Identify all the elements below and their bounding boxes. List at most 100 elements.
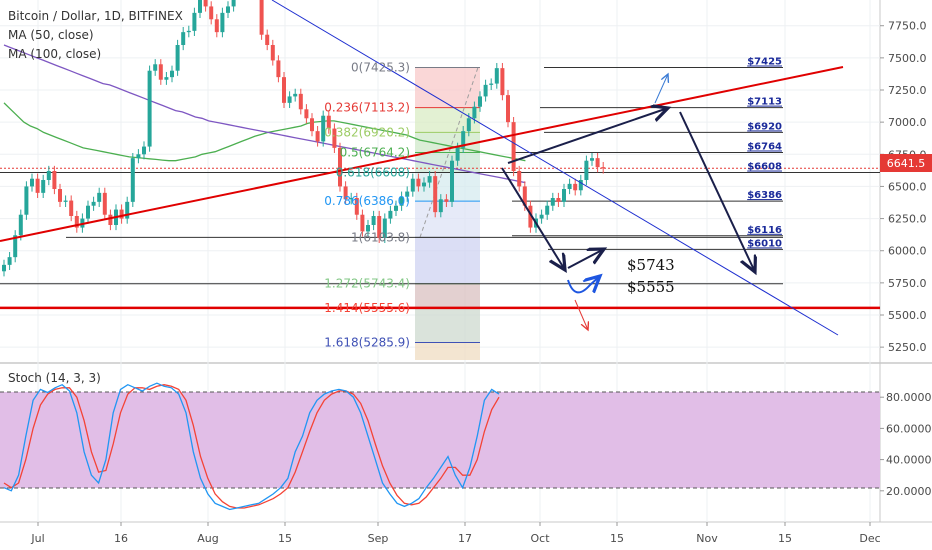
candle-body <box>46 171 51 180</box>
level-label: $7425 <box>747 57 782 68</box>
candle-body <box>287 96 292 103</box>
arrow-bounce-5743 <box>567 249 604 269</box>
time-tick-label: 15 <box>278 532 292 545</box>
candle-body <box>24 186 29 215</box>
horizontal-levels <box>0 67 880 310</box>
candle-body <box>489 83 494 85</box>
arrow-up-projection <box>507 108 668 164</box>
candle-body <box>349 198 354 200</box>
candle-body <box>41 180 46 193</box>
candle-body <box>399 196 404 206</box>
candle-body <box>209 6 214 20</box>
candle-body <box>310 118 314 132</box>
stoch-d-line <box>3 384 500 509</box>
candle-body <box>170 70 174 78</box>
fib-zone <box>415 172 480 202</box>
fib-label: 1(6103.8) <box>351 230 410 244</box>
price-tick-label: 6000.0 <box>888 245 927 258</box>
candle-body <box>455 147 460 161</box>
candle-body <box>18 214 23 236</box>
candle-body <box>539 214 544 219</box>
candle-body <box>2 264 6 272</box>
candle-body <box>388 210 393 219</box>
candle-body <box>562 189 566 202</box>
trendline-red-ascending <box>0 66 844 242</box>
candle-body <box>478 96 482 107</box>
stoch-tick-label: 20.0000 <box>886 485 932 498</box>
candle-body <box>601 167 606 169</box>
fib-label: 0.5(6764.2) <box>340 145 410 159</box>
candle-body <box>556 198 561 202</box>
candle-body <box>438 199 443 213</box>
candle-body <box>214 19 219 33</box>
candle-body <box>315 131 320 142</box>
candle-body <box>52 171 57 189</box>
candle-body <box>97 192 102 202</box>
candle-body <box>382 218 387 238</box>
candle-body <box>494 68 499 84</box>
fib-label: 0.618(6608) <box>336 166 410 180</box>
level-label: $6116 <box>747 225 782 236</box>
candle-body <box>158 64 163 80</box>
candle-body <box>119 209 124 219</box>
legend-stoch: Stoch (14, 3, 3) <box>8 371 101 385</box>
candle-body <box>7 257 12 265</box>
target-label-5743: $5743 <box>627 256 675 274</box>
price-tick-label: 6250.0 <box>888 213 927 226</box>
candle-body <box>293 93 298 97</box>
candle-body <box>136 154 141 159</box>
level-label: $6920 <box>747 121 782 132</box>
candle-body <box>186 30 191 33</box>
candle-body <box>567 183 572 189</box>
candle-body <box>30 178 34 187</box>
stoch-tick-label: 80.0000 <box>886 391 932 404</box>
fib-zone <box>415 307 480 343</box>
candle-body <box>500 68 505 96</box>
time-tick-label: Jul <box>30 532 44 545</box>
candlesticks <box>2 0 606 277</box>
fib-label: 0.786(6386.0) <box>324 194 410 208</box>
moving-averages <box>3 44 526 184</box>
arrow-bounce-5555 <box>567 276 600 294</box>
candle-body <box>220 12 225 33</box>
candle-body <box>360 214 365 232</box>
level-labels: $7425 $7113 $6920 $6764 $6608 $6386 $6116 $6010 <box>747 57 782 250</box>
fib-label: 1.414(5555.6) <box>324 301 410 315</box>
ma50-line <box>3 102 526 162</box>
time-tick-label: 15 <box>610 532 624 545</box>
candle-body <box>58 189 62 202</box>
candle-body <box>461 131 466 148</box>
candle-body <box>192 12 197 31</box>
stoch-band <box>0 392 880 488</box>
fib-zones <box>415 66 480 360</box>
candle-body <box>472 106 477 119</box>
candle-body <box>175 45 180 71</box>
arrow-breakdown <box>574 299 588 330</box>
fib-labels: 0(7425.3) 0.236(7113.2) 0.382(6920.2) 0.5(6… <box>324 60 410 349</box>
time-tick-label: 15 <box>778 532 792 545</box>
price-tick-label: 7750.0 <box>888 20 927 33</box>
fib-zone <box>415 342 480 360</box>
fib-label: 0.236(7113.2) <box>324 101 410 115</box>
fib-label: 0(7425.3) <box>351 60 410 74</box>
legend-symbol: Bitcoin / Dollar, 1D, BITFINEX <box>8 9 183 23</box>
candle-body <box>405 191 410 197</box>
legend-ma50: MA (50, close) <box>8 28 94 42</box>
fib-zone <box>415 152 480 173</box>
candle-body <box>366 225 370 232</box>
candle-body <box>198 0 202 13</box>
candle-body <box>69 200 74 216</box>
time-axis-ticks: Jul 16 Aug 15 Sep 17 Oct 15 Nov 15 Dec <box>30 522 881 545</box>
candle-body <box>433 176 438 213</box>
legend: Bitcoin / Dollar, 1D, BITFINEX MA (50, c… <box>8 9 183 385</box>
level-label: $6386 <box>747 190 782 201</box>
level-label: $6764 <box>747 141 782 152</box>
trendlines <box>0 0 844 336</box>
candle-body <box>343 186 348 200</box>
candle-body <box>450 160 454 202</box>
candle-body <box>354 198 359 215</box>
candle-body <box>226 6 230 13</box>
arrow-down-projection <box>501 167 565 270</box>
fib-zone <box>415 201 480 238</box>
